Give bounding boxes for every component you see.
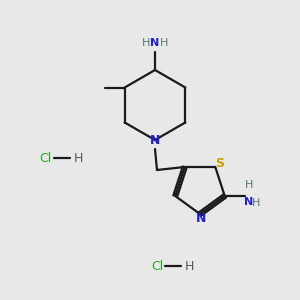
Text: N: N	[244, 197, 254, 207]
Text: H: H	[251, 198, 260, 208]
Text: N: N	[150, 134, 160, 148]
Text: H: H	[160, 38, 168, 48]
Text: S: S	[215, 158, 224, 170]
Text: H: H	[142, 38, 150, 48]
Text: N: N	[196, 212, 206, 226]
Text: Cl: Cl	[40, 152, 52, 164]
Text: H: H	[74, 152, 83, 164]
Text: H: H	[185, 260, 194, 272]
Text: Cl: Cl	[151, 260, 163, 272]
Text: H: H	[244, 180, 253, 190]
Text: N: N	[150, 38, 160, 48]
